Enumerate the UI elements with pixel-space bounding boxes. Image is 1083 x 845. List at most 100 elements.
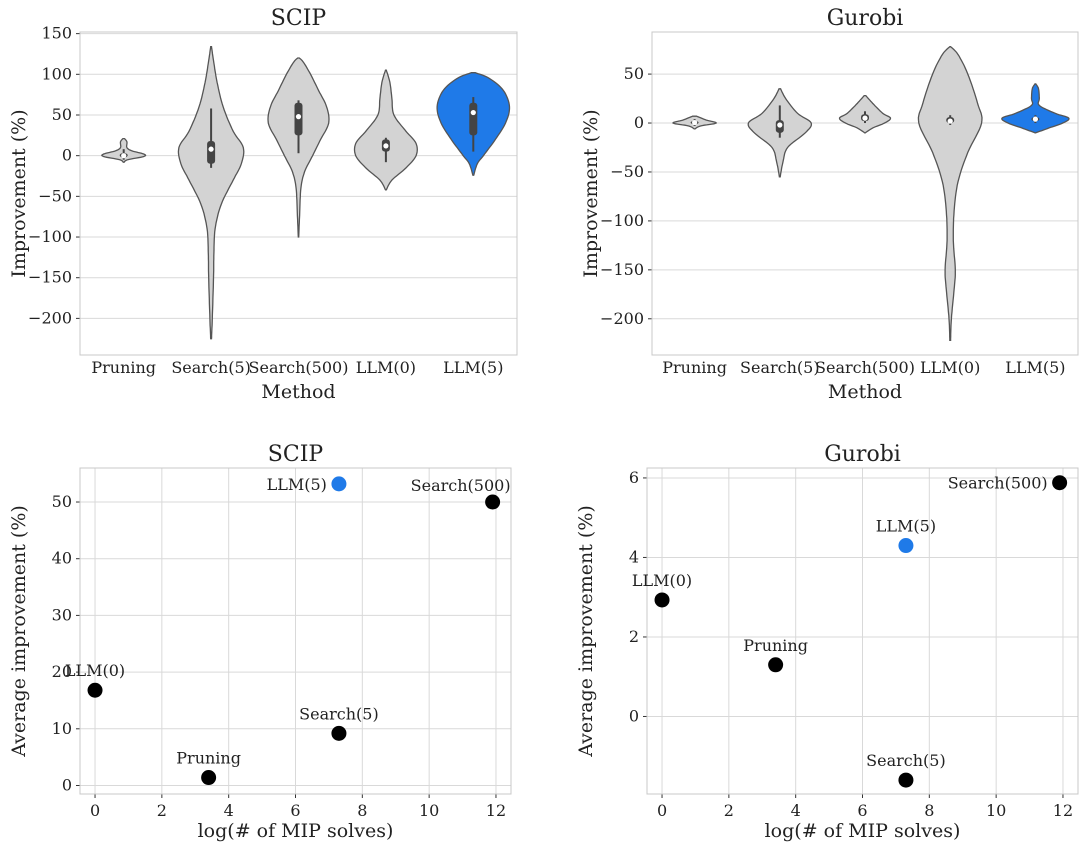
scip-scatter-y-axis-label: Average improvement (%) bbox=[8, 505, 30, 758]
scip-violin-violin bbox=[353, 69, 418, 191]
scip-violin-y-tick-label: 150 bbox=[41, 24, 72, 43]
scip-violin-violin-median bbox=[383, 143, 389, 149]
gurobi-scatter-y-tick-label: 2 bbox=[629, 627, 639, 646]
gurobi-violin-x-axis-label: Method bbox=[828, 381, 902, 403]
scip-violin-x-tick-label: Search(5) bbox=[171, 358, 251, 377]
scip-violin-violin-median bbox=[121, 153, 127, 159]
gurobi-scatter-x-tick-label: 4 bbox=[791, 801, 801, 820]
scip-scatter-x-tick-label: 12 bbox=[486, 801, 506, 820]
scip-scatter-point bbox=[87, 682, 103, 698]
scip-violin-y-tick-label: 0 bbox=[62, 146, 72, 165]
scip-scatter-x-tick-label: 0 bbox=[90, 801, 100, 820]
gurobi-violin-x-tick-label: Search(5) bbox=[740, 358, 820, 377]
gurobi-violin-y-tick-label: −50 bbox=[610, 162, 644, 181]
gurobi-violin-violin-median bbox=[1032, 116, 1038, 122]
gurobi-scatter-point-label: Search(5) bbox=[866, 751, 946, 770]
scip-scatter-x-tick-label: 8 bbox=[357, 801, 367, 820]
scip-scatter-point-label: Search(5) bbox=[299, 704, 379, 723]
gurobi-scatter-x-tick-label: 10 bbox=[986, 801, 1006, 820]
scip-scatter-plot-frame bbox=[79, 467, 512, 795]
scip-scatter-y-tick-label: 10 bbox=[52, 719, 72, 738]
scip-violin-y-tick-label: 50 bbox=[52, 105, 72, 124]
gurobi-scatter-x-tick-label: 6 bbox=[857, 801, 867, 820]
gurobi-scatter-point-label: LLM(5) bbox=[876, 517, 936, 536]
gurobi-scatter-x-tick-label: 8 bbox=[924, 801, 934, 820]
gurobi-scatter-point-label: LLM(0) bbox=[632, 571, 692, 590]
gurobi-violin-violin bbox=[917, 46, 983, 341]
scip-violin-violin-median bbox=[295, 114, 302, 120]
gurobi-scatter-point bbox=[898, 538, 914, 554]
gurobi-violin-title: Gurobi bbox=[827, 6, 904, 31]
scip-scatter-x-axis-label: log(# of MIP solves) bbox=[198, 820, 394, 842]
scip-violin-x-tick-label: LLM(0) bbox=[356, 358, 416, 377]
gurobi-scatter-point bbox=[768, 657, 784, 673]
gurobi-scatter-point bbox=[654, 592, 670, 608]
scip-violin-violin-box bbox=[207, 141, 216, 164]
gurobi-violin-x-tick-label: Search(500) bbox=[815, 358, 915, 377]
scip-scatter-point bbox=[201, 770, 217, 786]
gurobi-violin-x-tick-label: Pruning bbox=[662, 358, 727, 377]
scip-scatter-panel: SCIP log(# of MIP solves) Average improvem… bbox=[8, 442, 512, 842]
gurobi-violin-y-tick-label: −200 bbox=[600, 309, 644, 328]
gurobi-violin-x-tick-label: LLM(0) bbox=[920, 358, 980, 377]
gurobi-scatter-panel: Gurobi log(# of MIP solves) Average improv… bbox=[575, 442, 1079, 842]
scip-violin-x-tick-label: Pruning bbox=[91, 358, 156, 377]
scip-scatter-point-label: LLM(0) bbox=[65, 661, 125, 680]
scip-scatter-x-tick-label: 6 bbox=[290, 801, 300, 820]
gurobi-violin-y-axis-label: Improvement (%) bbox=[580, 109, 602, 277]
scip-violin-title: SCIP bbox=[271, 6, 327, 31]
scip-violin-x-axis-label: Method bbox=[261, 381, 335, 403]
scip-violin-y-tick-label: 100 bbox=[41, 64, 72, 83]
scip-scatter-y-tick-label: 30 bbox=[52, 605, 72, 624]
gurobi-scatter-plot-frame bbox=[646, 467, 1079, 795]
gurobi-scatter-y-tick-label: 4 bbox=[629, 547, 639, 566]
scip-violin-violin-box bbox=[469, 102, 478, 136]
gurobi-scatter-y-tick-label: 6 bbox=[629, 468, 639, 487]
scip-violin-y-axis-label: Improvement (%) bbox=[8, 109, 30, 277]
gurobi-violin-y-tick-label: 0 bbox=[634, 113, 644, 132]
scip-scatter-x-tick-label: 10 bbox=[419, 801, 439, 820]
scip-scatter-point bbox=[331, 725, 347, 741]
gurobi-violin-y-tick-label: −100 bbox=[600, 211, 644, 230]
gurobi-violin-panel: Gurobi Method Improvement (%) 50 0 −50 −100 −15… bbox=[580, 6, 1079, 403]
gurobi-scatter-point bbox=[898, 772, 914, 788]
scip-scatter-y-tick-label: 50 bbox=[52, 492, 72, 511]
scip-violin-x-tick-label: LLM(5) bbox=[443, 358, 503, 377]
scip-scatter-y-tick-label: 40 bbox=[52, 549, 72, 568]
gurobi-scatter-x-tick-label: 2 bbox=[724, 801, 734, 820]
gurobi-violin-violin bbox=[1001, 83, 1070, 134]
scip-violin-violin-median bbox=[208, 146, 214, 152]
scip-scatter-y-tick-label: 0 bbox=[62, 775, 72, 794]
gurobi-scatter-title: Gurobi bbox=[824, 442, 901, 467]
scip-scatter-point bbox=[485, 494, 501, 510]
gurobi-scatter-point bbox=[1052, 475, 1068, 491]
scip-scatter-point bbox=[331, 476, 347, 492]
gurobi-scatter-y-axis-label: Average improvement (%) bbox=[575, 505, 597, 758]
gurobi-violin-violin-median bbox=[862, 115, 868, 121]
scip-scatter-x-tick-label: 2 bbox=[157, 801, 167, 820]
gurobi-violin-x-tick-label: LLM(5) bbox=[1005, 358, 1065, 377]
gurobi-violin-violin-median bbox=[947, 118, 953, 124]
scip-violin-y-tick-label: −100 bbox=[28, 227, 72, 246]
scip-violin-y-tick-label: −200 bbox=[28, 308, 72, 327]
scip-violin-violin bbox=[177, 45, 245, 340]
gurobi-violin-y-tick-label: −150 bbox=[600, 260, 644, 279]
gurobi-violin-violin-median bbox=[692, 119, 698, 126]
gurobi-scatter-y-tick-label: 0 bbox=[629, 706, 639, 725]
gurobi-scatter-x-tick-label: 0 bbox=[657, 801, 667, 820]
scip-scatter-y-tick-label: 20 bbox=[52, 662, 72, 681]
gurobi-scatter-point-label: Pruning bbox=[743, 636, 808, 655]
scip-violin-y-tick-label: −50 bbox=[38, 186, 72, 205]
scip-scatter-point-label: LLM(5) bbox=[267, 475, 327, 494]
scip-violin-x-tick-label: Search(500) bbox=[249, 358, 349, 377]
gurobi-violin-violin-median bbox=[777, 122, 783, 128]
scip-violin-violin-median bbox=[470, 109, 476, 116]
scip-scatter-title: SCIP bbox=[268, 442, 324, 467]
gurobi-scatter-x-tick-label: 12 bbox=[1053, 801, 1073, 820]
scip-scatter-x-tick-label: 4 bbox=[224, 801, 234, 820]
scip-scatter-point-label: Search(500) bbox=[411, 476, 511, 495]
scip-violin-panel: SCIP Method Improvement (%) 150 100 50 0 −50 −10… bbox=[8, 6, 518, 403]
scip-violin-y-tick-label: −150 bbox=[28, 268, 72, 287]
scip-violin-plot-frame bbox=[79, 31, 518, 356]
